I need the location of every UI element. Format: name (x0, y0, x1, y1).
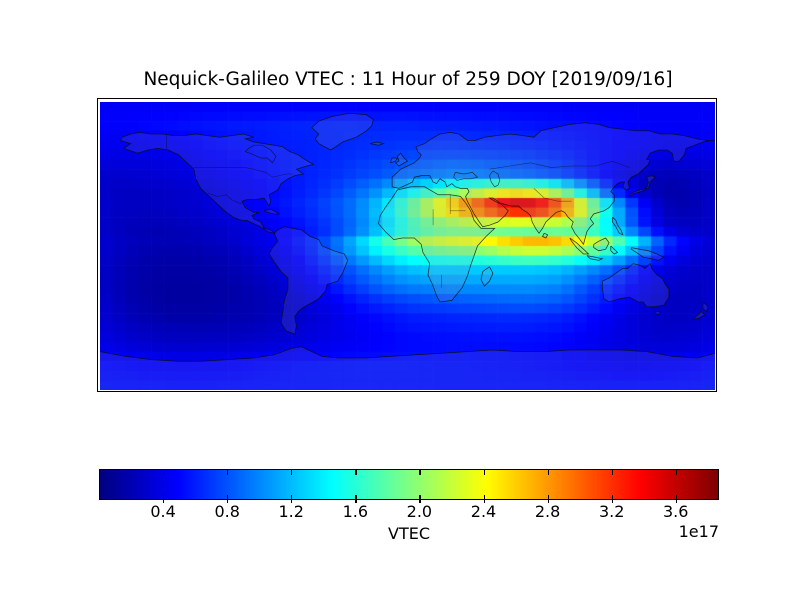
colorbar-tick (163, 495, 165, 503)
plot-title: Nequick-Galileo VTEC : 11 Hour of 259 DO… (143, 69, 673, 90)
colorbar-tick-label: 0.8 (214, 502, 240, 521)
colorbar-tick (611, 495, 613, 503)
colorbar-tick-label: 3.2 (598, 502, 625, 521)
colorbar-tick (227, 470, 229, 475)
colorbar-tick-label: 2.8 (534, 502, 561, 521)
colorbar-tick-label: 0.4 (150, 502, 176, 521)
colorbar-tick (291, 495, 293, 503)
colorbar-tick-label: 1.6 (342, 502, 369, 521)
colorbar-tick (547, 470, 549, 475)
colorbar-tick (227, 495, 229, 503)
colorbar-tick (419, 470, 421, 475)
colorbar-tick (675, 470, 677, 475)
colorbar-tick-label: 1.2 (278, 502, 304, 521)
colorbar-tick (547, 495, 549, 503)
colorbar-tick-label: 3.6 (662, 502, 689, 521)
colorbar-tick-label: 2.0 (406, 502, 433, 521)
colorbar-tick (483, 470, 485, 475)
colorbar-tick (611, 470, 613, 475)
colorbar (99, 469, 719, 500)
colorbar-tick-label: 2.4 (470, 502, 497, 521)
colorbar-axis-label: VTEC (388, 524, 430, 543)
colorbar-tick (419, 495, 421, 503)
colorbar-tick (355, 495, 357, 503)
colorbar-tick (163, 470, 165, 475)
colorbar-tick (355, 470, 357, 475)
colorbar-tick (291, 470, 293, 475)
colorbar-offset-text: 1e17 (678, 522, 719, 541)
colorbar-tick (483, 495, 485, 503)
vtec-heatmap-canvas (100, 102, 715, 390)
colorbar-tick (675, 495, 677, 503)
colorbar-gradient (100, 470, 718, 499)
